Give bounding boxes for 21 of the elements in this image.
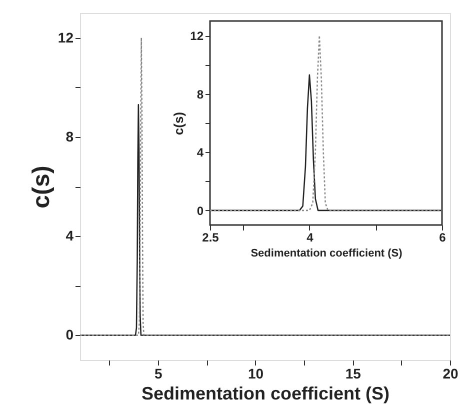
y-tick-label: 12 [190,29,204,44]
x-tick-label: 20 [442,366,458,382]
line-series [80,104,450,336]
x-tick-label: 4 [306,230,314,244]
x-tick-label: 6 [439,230,446,244]
y-axis-title: c(s) [28,166,55,208]
line-series [209,74,443,212]
x-axis-title: Sedimentation coefficient (S) [141,384,390,404]
x-tick-label: 5 [154,366,162,382]
x-tick-label: 10 [248,366,264,382]
x-tick-label: 15 [345,366,362,382]
y-axis-title: c(s) [171,112,186,136]
y-tick-label: 4 [196,146,204,160]
x-axis-title: Sedimentation coefficient (S) [250,248,403,260]
x-tick-label: 2.5 [202,230,220,244]
y-tick-label: 0 [196,204,204,218]
y-tick-label: 8 [196,87,204,102]
line-series [209,34,443,212]
y-tick-label: 8 [66,128,74,144]
y-tick-label: 12 [58,29,74,46]
y-tick-label: 0 [66,326,74,343]
